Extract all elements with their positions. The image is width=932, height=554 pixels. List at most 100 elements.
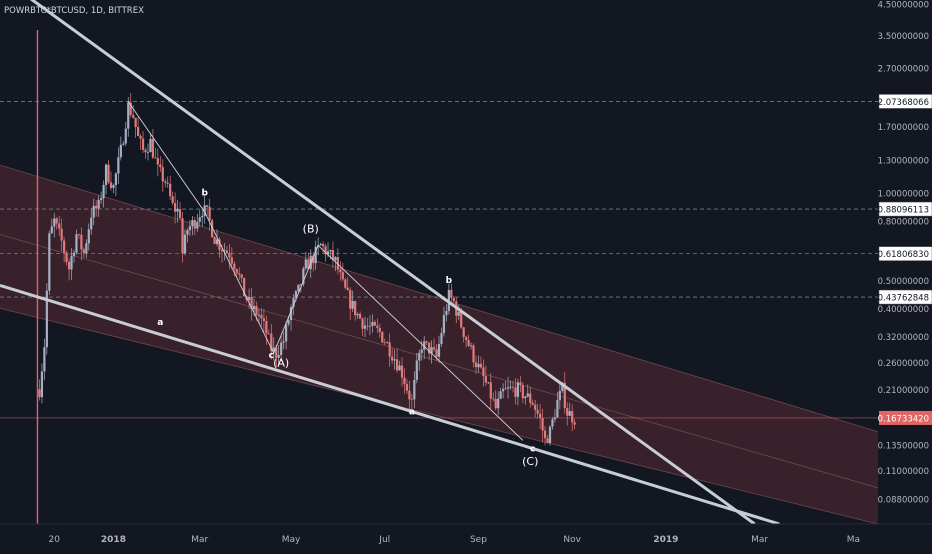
wave-label: (B) (303, 223, 319, 236)
candle-body (129, 102, 132, 115)
candle-body (497, 398, 500, 409)
candle-body (272, 347, 275, 352)
candle-body (553, 417, 557, 420)
candle-body (484, 376, 487, 383)
candle-body (381, 331, 384, 343)
candle-body (243, 277, 246, 297)
wave-layer: bac(A)(B)bac(C) (127, 101, 538, 468)
candle-body (191, 220, 194, 227)
candle-body (87, 229, 90, 244)
candle-body (462, 327, 465, 337)
candle-body (171, 196, 174, 204)
candle-body (432, 347, 436, 350)
candle-body (284, 324, 288, 342)
candle-body (516, 382, 520, 397)
candle-body (418, 352, 421, 361)
candle-body (423, 341, 426, 350)
candle-body (511, 386, 515, 388)
candle-body (287, 320, 290, 325)
candle-body (40, 371, 44, 398)
candle-body (85, 243, 88, 254)
candle-body (413, 379, 416, 400)
x-tick-label: 20 (49, 535, 61, 545)
x-axis[interactable]: 20 2018 Mar May Jul Sep Nov 2019 Mar Ma (0, 523, 932, 550)
candle-body (238, 273, 241, 275)
candle-body (326, 251, 330, 255)
candle-body (77, 234, 81, 236)
candle-body (294, 291, 298, 298)
candle-body (534, 404, 537, 410)
candle-body (146, 151, 150, 153)
candle-body (437, 344, 441, 357)
candle-body (494, 398, 497, 409)
candle-body (346, 287, 349, 291)
candle-body (114, 173, 118, 186)
candle-body (331, 250, 335, 261)
y-axis-background (878, 0, 932, 550)
candle-body (97, 199, 100, 209)
candle-body (255, 306, 258, 315)
x-tick-label: Nov (563, 535, 581, 545)
level-price-tag (878, 289, 932, 305)
candle-body (319, 243, 322, 246)
candle-body (548, 426, 552, 443)
y-tick-label: 1.30000000 (878, 157, 929, 167)
candle-body (277, 355, 280, 358)
candle-body (457, 311, 460, 316)
candle-body (188, 226, 192, 231)
candle-body (201, 215, 204, 218)
y-tick-label: 0.50000000 (878, 277, 929, 287)
y-tick-label: 0.11000000 (878, 467, 929, 477)
candle-body (428, 342, 431, 354)
candle-body (280, 342, 283, 356)
candle-body (314, 246, 317, 264)
y-tick-label: 0.08800000 (878, 495, 929, 505)
candle-body (465, 336, 468, 340)
candle-body (149, 138, 152, 152)
wave-label: c (269, 351, 274, 361)
candle-body (257, 314, 261, 316)
candle-body (55, 218, 58, 224)
candle-body (351, 300, 354, 309)
candle-body (112, 185, 115, 188)
candle-body (169, 183, 172, 197)
candle-body (270, 333, 273, 352)
candle-body (376, 325, 379, 328)
candle-body (100, 198, 103, 200)
candle-body (442, 315, 446, 334)
candle-body (102, 184, 105, 199)
candle-body (267, 333, 270, 335)
level-price-tag (878, 94, 932, 109)
candle-body (230, 257, 233, 264)
candle-body (551, 419, 554, 427)
y-axis[interactable]: 4.50000000 3.50000000 2.70000000 1.70000000… (878, 0, 932, 550)
candle-body (489, 382, 492, 399)
candle-body (391, 356, 394, 361)
candle-body (45, 290, 48, 348)
channel-upper-line (0, 164, 879, 433)
candle-body (398, 365, 401, 371)
candle-body (373, 322, 376, 326)
candle-body (178, 209, 182, 219)
candle-body (304, 259, 307, 269)
candle-body (183, 234, 187, 254)
candle-body (435, 349, 438, 357)
candle-body (292, 297, 295, 308)
candle-body (134, 117, 137, 128)
candle-body (156, 158, 159, 165)
candle-body (445, 311, 448, 316)
symbol-label: POWRBTC*BTCUSD, 1D, BITTREX (4, 6, 144, 16)
candle-body (321, 243, 325, 247)
candle-body (247, 297, 251, 300)
candle-body (509, 386, 512, 388)
wave-label: a (409, 407, 415, 417)
y-tick-label: 0.13500000 (878, 441, 929, 451)
y-tick-label: 4.50000000 (878, 1, 929, 11)
candle-body (265, 320, 268, 334)
candle-body (144, 149, 147, 153)
candle-body (181, 218, 184, 254)
candle-body (203, 205, 206, 216)
candle-body (519, 382, 522, 385)
candle-body (573, 422, 576, 425)
